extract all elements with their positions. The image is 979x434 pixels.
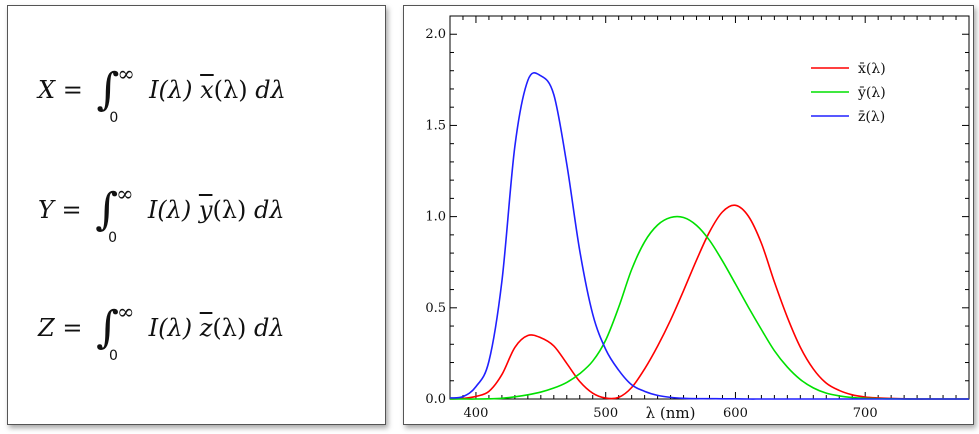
function-argument: (λ)	[213, 76, 248, 104]
plot-frame	[449, 15, 970, 400]
color-matching-function: x	[200, 76, 214, 104]
axis-ticks: 400 500 600 700 0.0 0.5 1.0 1.5 2.0	[425, 15, 970, 421]
integral-sign-icon: ∫	[95, 184, 119, 235]
legend-label: z̄(λ)	[858, 109, 885, 125]
legend-label: x̄(λ)	[858, 61, 886, 77]
color-matching-function: y	[198, 196, 213, 224]
integrand: I(λ)	[147, 196, 192, 224]
x-tick-label: 700	[853, 406, 878, 421]
differential: dλ	[254, 196, 285, 224]
equation-lhs: Z	[38, 314, 55, 342]
color-matching-function: z	[199, 314, 213, 342]
y-tick-label: 1.5	[425, 118, 446, 133]
equation-y: Y = ∫ ∞ 0 I(λ) y(λ) dλ	[38, 178, 285, 246]
x-tick-label: 400	[464, 406, 489, 421]
upper-limit: ∞	[117, 299, 135, 324]
equals-sign: =	[62, 76, 83, 104]
lower-limit: 0	[108, 229, 118, 246]
function-argument: (λ)	[212, 314, 247, 342]
legend: x̄(λ) ȳ(λ) z̄(λ)	[811, 61, 886, 125]
x-tick-label: 500	[593, 406, 618, 421]
upper-limit: ∞	[117, 61, 135, 86]
equation-lhs: Y	[38, 196, 54, 224]
integrand: I(λ)	[148, 314, 193, 342]
integral-sign-icon: ∫	[96, 64, 120, 115]
y-tick-label: 2.0	[425, 27, 446, 42]
differential: dλ	[253, 314, 285, 342]
equations-panel: X = ∫ ∞ 0 I(λ) x(λ) dλ Y = ∫ ∞ 0 I(λ) y(λ) d…	[7, 5, 386, 425]
series-line-2	[449, 72, 969, 400]
equation-lhs: X	[38, 76, 56, 104]
x-tick-label: 600	[723, 406, 748, 421]
differential: dλ	[255, 76, 286, 104]
equals-sign: =	[61, 196, 82, 224]
series-lines	[449, 72, 969, 400]
x-axis-label: λ (nm)	[646, 404, 696, 422]
equation-x: X = ∫ ∞ 0 I(λ) x(λ) dλ	[38, 58, 286, 126]
integral-sign-icon: ∫	[96, 302, 120, 353]
integrand: I(λ)	[149, 76, 193, 104]
series-line-1	[450, 215, 969, 400]
legend-label: ȳ(λ)	[857, 85, 886, 101]
chart-panel: 400 500 600 700 0.0 0.5 1.0 1.5 2.0 x̄(λ) ȳ(λ) z̄(…	[403, 5, 974, 425]
series-line-0	[449, 204, 969, 400]
lower-limit: 0	[109, 347, 118, 364]
function-argument: (λ)	[212, 196, 247, 224]
y-tick-label: 1.0	[425, 210, 446, 225]
upper-limit: ∞	[116, 181, 134, 206]
y-tick-label: 0.0	[425, 392, 446, 407]
equation-z: Z = ∫ ∞ 0 I(λ) z(λ) dλ	[38, 296, 285, 364]
lower-limit: 0	[109, 109, 119, 126]
equals-sign: =	[62, 314, 83, 342]
cie-color-matching-chart: 400 500 600 700 0.0 0.5 1.0 1.5 2.0 x̄(λ) ȳ(λ) z̄(…	[425, 15, 970, 422]
y-tick-label: 0.5	[425, 301, 446, 316]
